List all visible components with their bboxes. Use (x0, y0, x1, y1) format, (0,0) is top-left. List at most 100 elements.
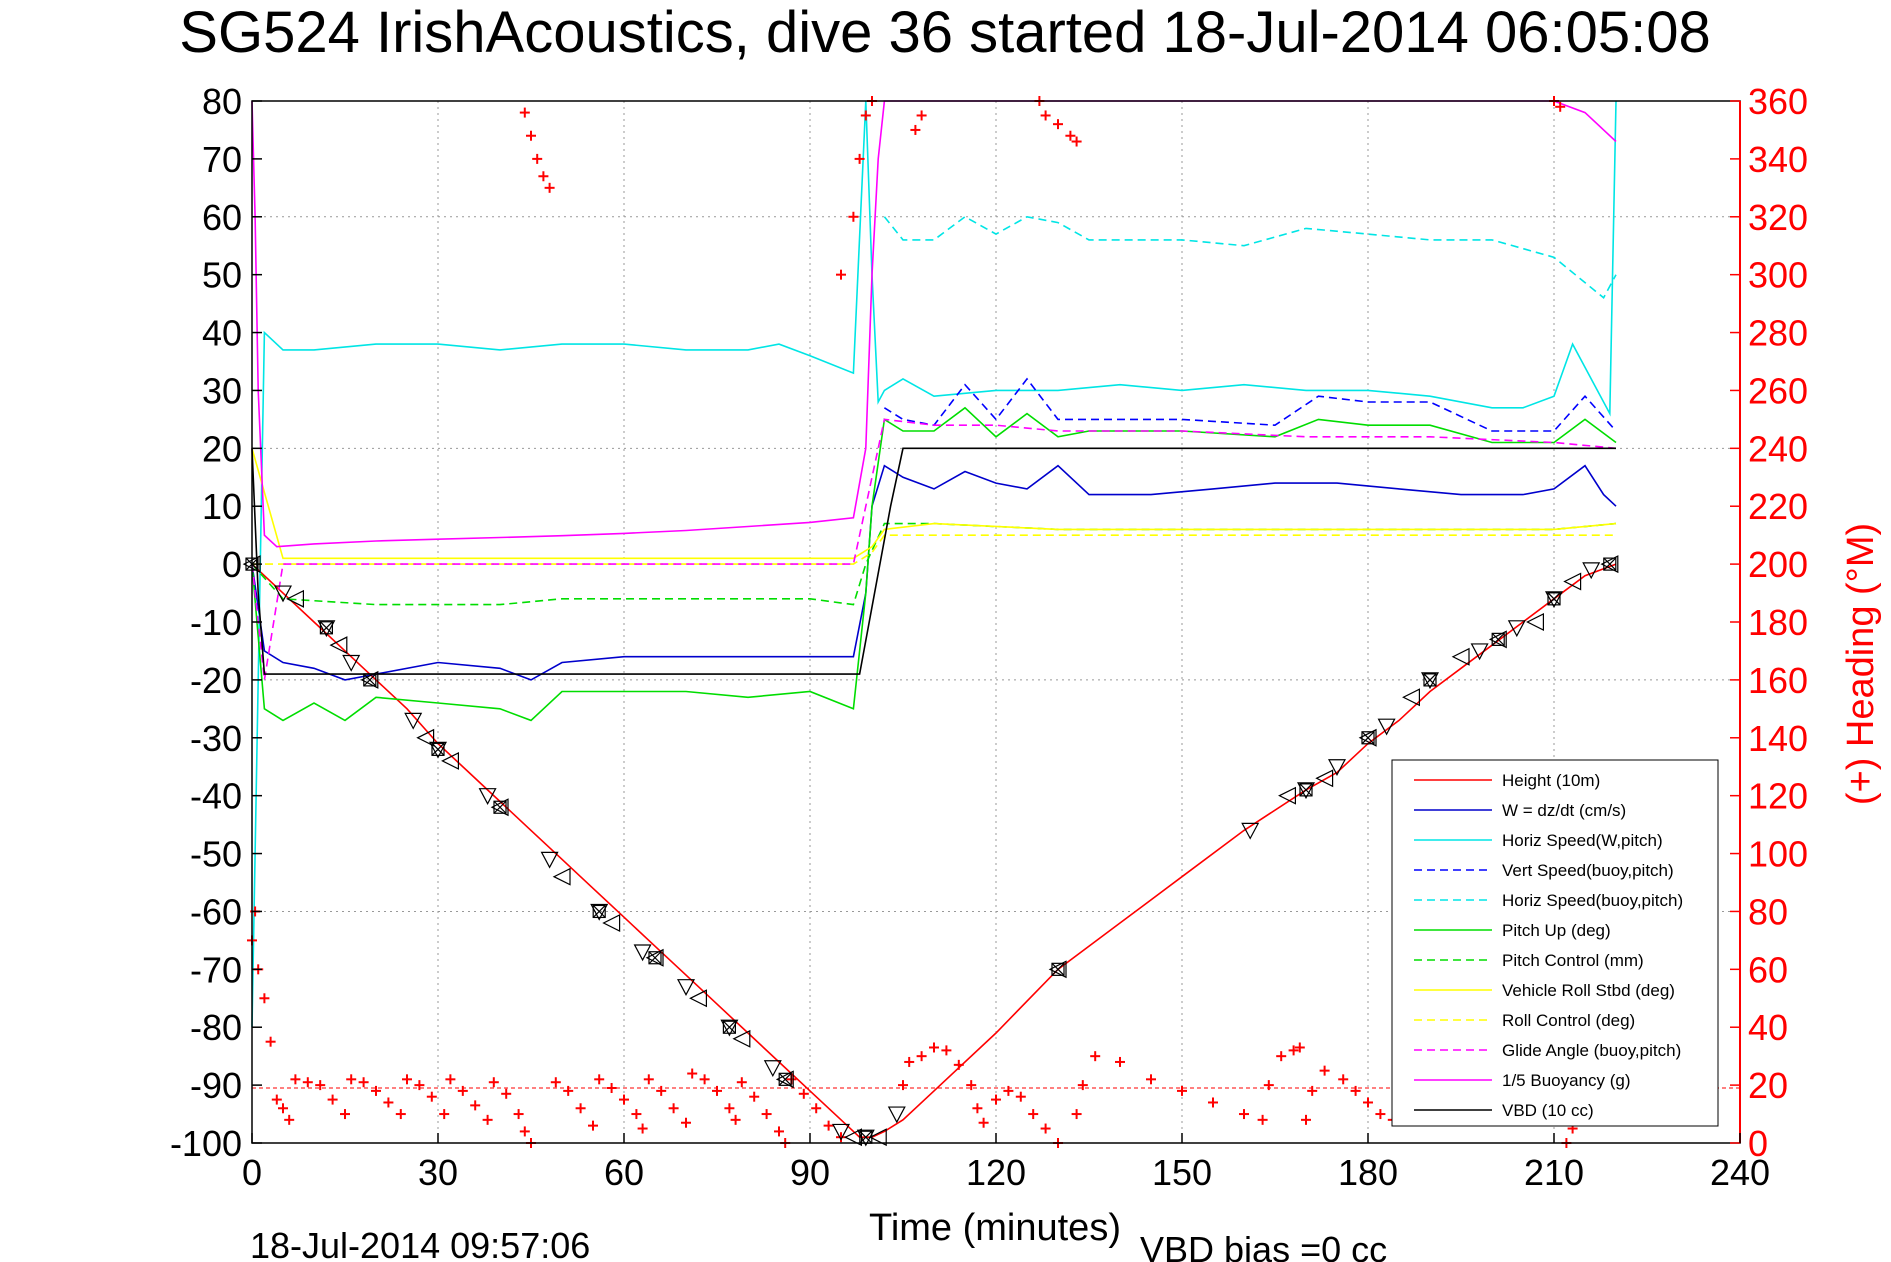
y-tick-left-label: 80 (202, 81, 242, 122)
legend-item: Vehicle Roll Stbd (deg) (1414, 981, 1675, 1000)
series-line-9 (251, 418, 1617, 681)
legend-label: Horiz Speed(W,pitch) (1502, 831, 1663, 850)
waypoint-marker (429, 741, 447, 759)
y-axis-right-label: (+) Heading (°M) (1840, 523, 1882, 805)
y-tick-right-label: 0 (1748, 1123, 1768, 1164)
heading-point (544, 182, 555, 193)
y-tick-left-label: -60 (190, 891, 242, 932)
y-tick-right-label: 20 (1748, 1065, 1788, 1106)
heading-point (941, 1045, 952, 1056)
waypoint-marker (317, 620, 336, 638)
waypoint-marker (1526, 613, 1545, 631)
y-tick-left-label: -80 (190, 1007, 242, 1048)
waypoint-marker (887, 1106, 906, 1124)
heading-point (904, 1056, 915, 1067)
waypoint-marker (763, 1060, 782, 1078)
x-tick-label: 0 (242, 1152, 262, 1193)
y-tick-right-label: 280 (1748, 313, 1808, 354)
series-line-6 (251, 522, 1617, 606)
y-tick-left-label: 20 (202, 428, 242, 469)
y-axis-right: 3603403203002802602402202001801601401201… (1730, 81, 1808, 1164)
heading-point (426, 1091, 437, 1102)
waypoint-marker (602, 914, 621, 932)
heading-point (1263, 1080, 1274, 1091)
series-line-11 (251, 447, 1616, 675)
series-line-1 (251, 464, 1617, 681)
y-tick-right-label: 220 (1748, 486, 1808, 527)
waypoint-marker (1488, 630, 1507, 649)
heading-point (966, 1080, 977, 1091)
y-tick-left-label: 0 (222, 544, 242, 585)
heading-point (1177, 1085, 1187, 1096)
heading-point (575, 1103, 586, 1114)
footer-timestamp: 18-Jul-2014 09:57:06 (250, 1225, 590, 1262)
waypoint-marker (645, 948, 664, 967)
heading-point (774, 1126, 784, 1137)
heading-point (346, 1074, 357, 1085)
y-tick-left-label: -100 (170, 1123, 242, 1164)
waypoint-marker (1241, 822, 1260, 840)
legend-item: Vert Speed(buoy,pitch) (1414, 861, 1674, 880)
heading-point (358, 1077, 369, 1088)
waypoint-marker (490, 798, 509, 817)
waypoint-marker (274, 585, 292, 603)
heading-point (290, 1074, 301, 1085)
heading-point (501, 1088, 512, 1099)
waypoint-marker (1048, 960, 1067, 979)
x-axis-label: Time (minutes) (869, 1207, 1121, 1249)
heading-point (712, 1085, 722, 1096)
legend-label: Horiz Speed(buoy,pitch) (1502, 891, 1683, 910)
y-tick-right-label: 340 (1748, 139, 1808, 180)
heading-point (513, 1109, 524, 1120)
legend-item: W = dz/dt (cm/s) (1414, 801, 1626, 820)
waypoint-marker (416, 728, 435, 747)
x-tick-label: 150 (1152, 1152, 1212, 1193)
heading-point (259, 993, 270, 1004)
waypoint-marker (342, 654, 361, 672)
series-line-2 (251, 100, 1617, 1028)
heading-point (519, 107, 530, 118)
heading-point (594, 1074, 605, 1085)
x-tick-label: 60 (604, 1152, 644, 1193)
waypoint-marker (832, 1123, 850, 1141)
waypoint-marker (1377, 718, 1396, 736)
waypoint-marker (441, 751, 459, 770)
footer-vbd-bias: VBD bias =0 cc (1140, 1229, 1387, 1262)
legend-label: Vehicle Roll Stbd (deg) (1502, 981, 1675, 1000)
y-tick-right-label: 140 (1748, 718, 1808, 759)
y-tick-left-label: 70 (202, 139, 242, 180)
waypoint-marker (1421, 672, 1439, 690)
series-line-5 (251, 406, 1617, 722)
x-tick-label: 90 (790, 1152, 830, 1193)
x-tick-label: 240 (1710, 1152, 1770, 1193)
heading-point (402, 1074, 412, 1085)
waypoint-marker (1358, 728, 1377, 747)
heading-point (848, 211, 859, 222)
heading-point (550, 1077, 561, 1088)
heading-point (526, 130, 536, 141)
y-tick-right-label: 180 (1748, 602, 1808, 643)
heading-point (439, 1109, 450, 1120)
legend-label: 1/5 Buoyancy (g) (1502, 1071, 1631, 1090)
heading-point (619, 1094, 629, 1105)
heading-point (724, 1103, 735, 1114)
heading-point (1040, 1123, 1051, 1134)
y-tick-left-label: -30 (190, 718, 242, 759)
heading-point (1146, 1074, 1156, 1085)
legend-item: 1/5 Buoyancy (g) (1414, 1071, 1631, 1090)
legend-label: Glide Angle (buoy,pitch) (1502, 1041, 1681, 1060)
heading-point (860, 110, 871, 121)
waypoint-marker (1402, 688, 1421, 707)
legend-item: Horiz Speed(W,pitch) (1414, 831, 1663, 850)
chart-title: SG524 IrishAcoustics, dive 36 started 18… (179, 0, 1710, 65)
heading-point (1090, 1051, 1101, 1062)
legend-item: Height (10m) (1414, 771, 1600, 790)
waypoint-marker (540, 851, 559, 869)
waypoint-marker (868, 1128, 887, 1147)
legend-label: VBD (10 cc) (1502, 1101, 1594, 1120)
heading-point (929, 1042, 939, 1053)
heading-point (668, 1103, 679, 1114)
y-tick-left-label: -70 (190, 949, 242, 990)
heading-point (482, 1114, 493, 1125)
y-tick-left-label: 40 (202, 313, 242, 354)
